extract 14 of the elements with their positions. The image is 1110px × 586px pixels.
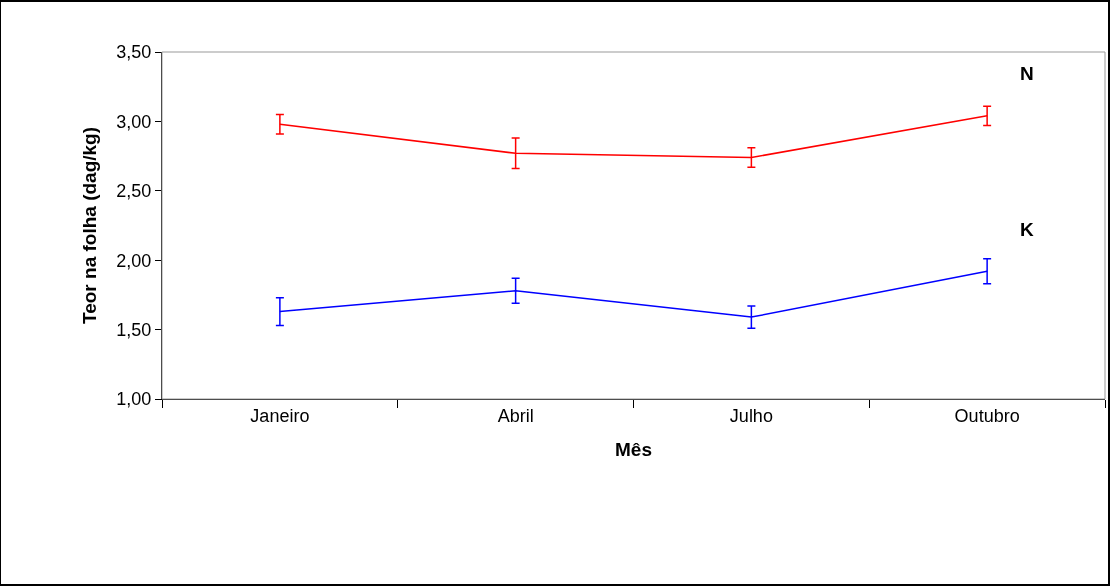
text: K bbox=[1020, 219, 1034, 240]
y-tick-label: 3,50 bbox=[116, 42, 152, 63]
x-tick-label: Abril bbox=[497, 405, 534, 426]
x-tick-label: Outubro bbox=[954, 405, 1020, 426]
x-axis-title: Mês bbox=[615, 439, 652, 461]
y-axis-title: Teor na folha (dag/kg) bbox=[79, 126, 101, 325]
y-tick-label: 2,00 bbox=[116, 250, 152, 271]
x-tick-label: Julho bbox=[729, 405, 773, 426]
y-tick-label: 2,50 bbox=[116, 181, 152, 202]
x-tick-label: Janeiro bbox=[250, 405, 310, 426]
y-tick-label: 1,00 bbox=[116, 389, 152, 410]
text: N bbox=[1020, 63, 1034, 84]
y-tick-label: 1,50 bbox=[116, 319, 152, 340]
y-tick-label: 3,00 bbox=[116, 111, 152, 132]
